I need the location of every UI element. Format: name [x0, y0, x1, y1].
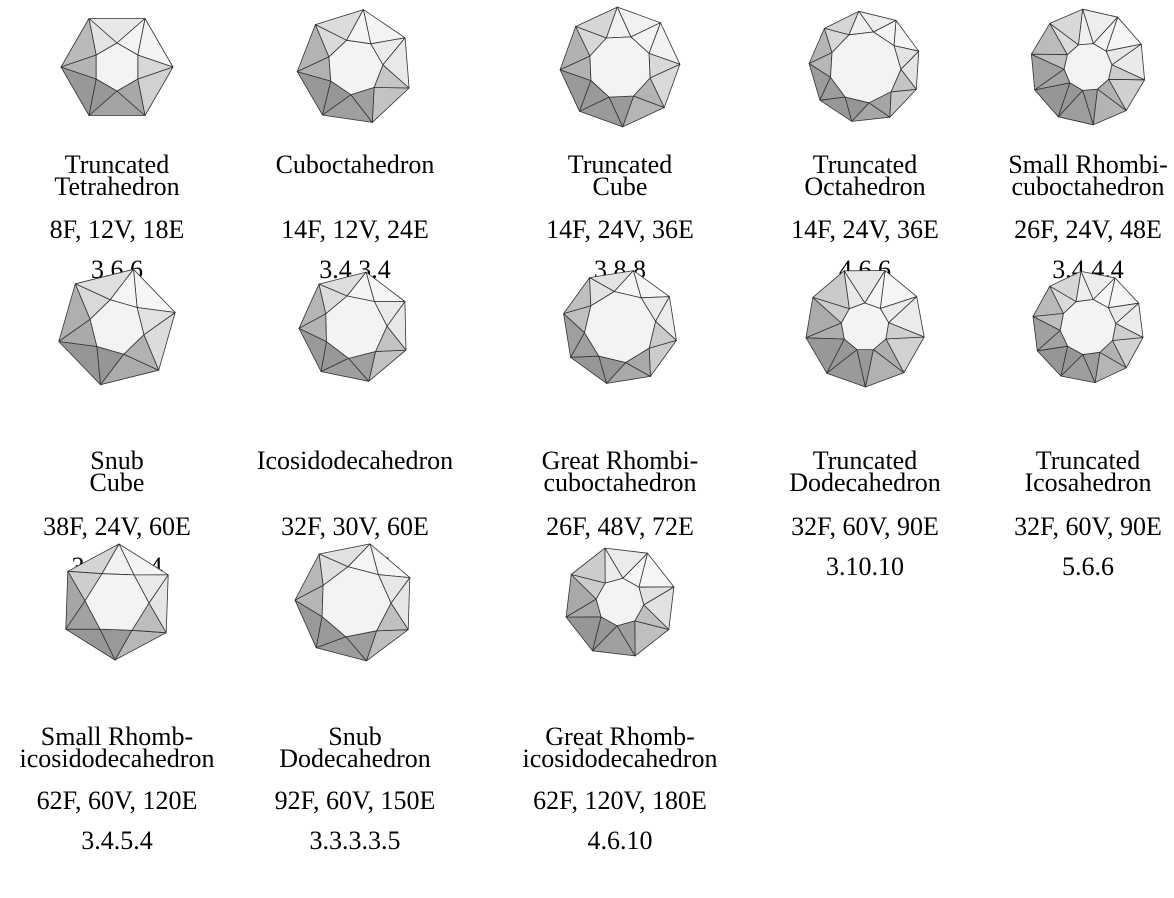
vertex-config: 5.6.6 — [958, 554, 1174, 580]
polyhedron-image — [800, 2, 930, 132]
facet — [841, 303, 888, 350]
vertex-config: 4.6.10 — [490, 828, 750, 854]
counts: 62F, 120V, 180E — [490, 788, 750, 814]
counts: 32F, 60V, 90E — [735, 514, 995, 540]
name: Cube — [0, 472, 247, 494]
vertex-config: 3.4.5.4 — [0, 828, 247, 854]
counts: 14F, 12V, 24E — [225, 217, 485, 243]
counts: 8F, 12V, 18E — [0, 217, 247, 243]
polyhedron-image — [52, 262, 182, 392]
facet — [372, 87, 409, 122]
polyhedron-image — [52, 537, 182, 667]
name: Dodecahedron — [225, 748, 485, 770]
counts: 62F, 60V, 120E — [0, 788, 247, 814]
name: Tetrahedron — [0, 176, 247, 198]
polyhedron-image — [555, 2, 685, 132]
name: icosidodecahedron — [490, 748, 750, 770]
name: cuboctahedron — [958, 176, 1174, 198]
facet — [134, 269, 176, 312]
counts: 26F, 24V, 48E — [958, 217, 1174, 243]
polyhedron-image — [555, 537, 685, 667]
counts: 14F, 24V, 36E — [490, 217, 750, 243]
polyhedron-image — [290, 262, 420, 392]
polyhedron-image — [555, 262, 685, 392]
name: icosidodecahedron — [0, 748, 247, 770]
vertex-config: 3.3.3.3.5 — [225, 828, 485, 854]
polyhedron-image — [52, 2, 182, 132]
polyhedron-image — [290, 537, 420, 667]
name: Icosahedron — [958, 472, 1174, 494]
counts: 14F, 24V, 36E — [735, 217, 995, 243]
page: TruncatedTetrahedron8F, 12V, 18E3.6.6Cub… — [0, 0, 1174, 898]
counts: 92F, 60V, 150E — [225, 788, 485, 814]
counts: 32F, 60V, 90E — [958, 514, 1174, 540]
name: Dodecahedron — [735, 472, 995, 494]
facet — [59, 342, 101, 385]
name: cuboctahedron — [490, 472, 750, 494]
polyhedron-image — [290, 2, 420, 132]
polyhedron-image — [800, 262, 930, 392]
name: Icosidodecahedron — [225, 448, 485, 474]
polyhedron-image — [1023, 262, 1153, 392]
facet — [890, 89, 916, 117]
vertex-config: 3.10.10 — [735, 554, 995, 580]
polyhedron-image — [1023, 2, 1153, 132]
name: Octahedron — [735, 176, 995, 198]
name: Cube — [490, 176, 750, 198]
facet — [590, 37, 650, 97]
name: Cuboctahedron — [225, 152, 485, 178]
